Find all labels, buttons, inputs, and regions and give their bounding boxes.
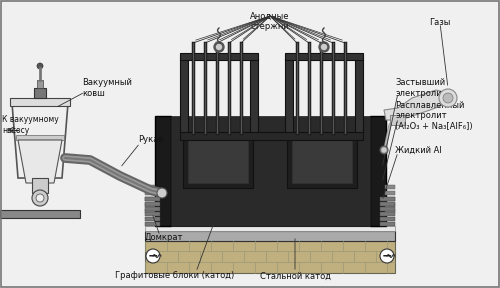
Bar xyxy=(145,197,160,201)
Circle shape xyxy=(36,194,44,202)
Bar xyxy=(380,222,395,226)
Circle shape xyxy=(157,188,167,198)
Text: −: − xyxy=(382,249,392,262)
Bar xyxy=(16,135,64,140)
Bar xyxy=(155,116,171,226)
Bar xyxy=(145,197,155,201)
Text: Расплавленный
электролит
(Al₂O₃ + Na₃[AlF₆]): Расплавленный электролит (Al₂O₃ + Na₃[Al… xyxy=(395,101,472,131)
Bar xyxy=(385,203,395,207)
Circle shape xyxy=(443,93,453,103)
Circle shape xyxy=(216,45,222,50)
Bar xyxy=(385,197,395,201)
Circle shape xyxy=(319,42,329,52)
Text: Графитовые блоки (катод): Графитовые блоки (катод) xyxy=(116,272,234,281)
Bar xyxy=(385,185,395,189)
Polygon shape xyxy=(12,103,68,178)
Text: Анодные
стержни: Анодные стержни xyxy=(250,12,290,31)
Bar xyxy=(32,178,48,193)
Bar xyxy=(145,203,155,207)
Bar xyxy=(380,217,395,221)
Bar xyxy=(145,222,160,226)
Bar xyxy=(385,209,395,213)
Circle shape xyxy=(439,89,457,107)
Bar xyxy=(160,196,380,208)
Text: Застывший
электролит: Застывший электролит xyxy=(395,78,446,98)
Bar xyxy=(34,88,46,98)
Bar xyxy=(368,161,380,196)
Bar xyxy=(145,191,155,195)
Bar xyxy=(145,207,160,211)
Bar xyxy=(292,138,352,183)
Bar xyxy=(385,191,395,195)
Bar xyxy=(10,98,70,106)
Bar xyxy=(370,116,386,226)
Bar xyxy=(171,116,370,226)
Text: −: − xyxy=(148,249,158,262)
Bar xyxy=(145,202,160,206)
Bar xyxy=(180,58,188,133)
Bar xyxy=(380,202,395,206)
Text: Газы: Газы xyxy=(430,18,450,27)
Bar xyxy=(380,212,395,216)
Bar xyxy=(145,231,395,241)
Bar xyxy=(145,241,395,273)
Bar xyxy=(145,226,395,231)
Bar xyxy=(250,58,258,133)
Circle shape xyxy=(37,63,43,69)
Bar xyxy=(285,53,363,60)
Bar xyxy=(160,174,380,196)
Circle shape xyxy=(32,190,48,206)
Bar xyxy=(180,132,363,140)
Circle shape xyxy=(146,249,160,263)
Text: Домкрат: Домкрат xyxy=(145,234,184,242)
Bar xyxy=(145,209,155,213)
Bar xyxy=(183,133,253,188)
Text: К вакуумному
насосу: К вакуумному насосу xyxy=(2,115,59,135)
Bar xyxy=(287,133,357,188)
Circle shape xyxy=(380,249,394,263)
Text: Вакуумный
ковш: Вакуумный ковш xyxy=(82,78,132,98)
Polygon shape xyxy=(384,90,448,120)
Bar xyxy=(355,58,363,133)
Text: Стальной катод: Стальной катод xyxy=(260,272,330,281)
Bar xyxy=(145,185,155,189)
Bar xyxy=(160,208,380,226)
Bar xyxy=(380,207,395,211)
Bar xyxy=(0,210,80,218)
Bar xyxy=(180,53,258,60)
Circle shape xyxy=(380,146,388,154)
Circle shape xyxy=(214,42,224,52)
Bar xyxy=(285,58,293,133)
Bar xyxy=(380,197,395,201)
Bar xyxy=(37,80,43,88)
Bar xyxy=(188,138,248,183)
Circle shape xyxy=(322,45,326,50)
Polygon shape xyxy=(18,140,62,183)
Bar xyxy=(145,212,160,216)
Bar xyxy=(160,161,172,196)
Bar xyxy=(390,115,405,125)
Text: Жидкий Al: Жидкий Al xyxy=(395,145,442,154)
Bar xyxy=(145,217,160,221)
Text: Рукав: Рукав xyxy=(138,135,163,145)
Circle shape xyxy=(382,148,386,152)
